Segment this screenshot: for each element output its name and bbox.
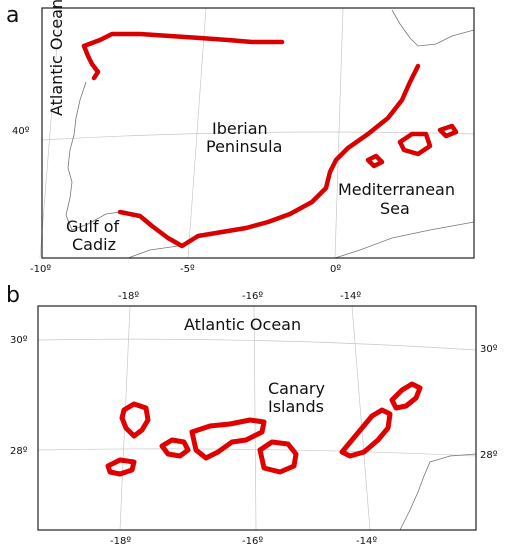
panel-a-coastline: [65, 9, 475, 259]
panel-b-lat-tick-left: 30º: [10, 335, 28, 346]
panel-b-graticule: [37, 305, 477, 531]
panel-b-islands: [105, 381, 423, 477]
panel-b-canary-line1: Canary: [268, 379, 325, 398]
panel-a-gulf-line1: Gulf of: [66, 217, 119, 236]
panel-a-med-line1: Mediterranean: [338, 180, 455, 199]
panel-a-frame: [41, 7, 475, 259]
panel-b-lon-tick-top: -14º: [340, 291, 361, 302]
panel-b-lon-tick-top: -16º: [242, 291, 263, 302]
panel-a-lat-tick: 40º: [12, 126, 30, 137]
panel-b-lon-tick-bottom: -14º: [356, 536, 377, 547]
panel-b-coastline: [399, 453, 477, 531]
panel-a-iberian-line2: Peninsula: [206, 137, 282, 156]
panel-a-highlighted-coast: [81, 31, 459, 249]
panel-b-atlantic-label: Atlantic Ocean: [184, 315, 301, 334]
panel-a-iberian-line1: Iberian: [212, 119, 268, 138]
panel-a-atlantic-label: Atlantic Ocean: [47, 0, 66, 116]
panel-a-gulf-line2: Cadiz: [72, 235, 116, 254]
panel-b-canary-line2: Islands: [268, 397, 324, 416]
panel-a-lon-tick: -10º: [30, 264, 51, 275]
panel-b-lat-tick-left: 28º: [10, 446, 28, 457]
panel-b-lon-tick-top: -18º: [118, 291, 139, 302]
panel-b-lon-tick-bottom: -16º: [242, 536, 263, 547]
panel-b-frame: [37, 305, 477, 531]
panel-a-label: a: [6, 3, 19, 28]
panel-b-label: b: [6, 283, 20, 308]
panel-a-lon-tick: 0º: [330, 264, 341, 275]
panel-a-med-line2: Sea: [380, 199, 410, 218]
panel-a-lon-tick: -5º: [180, 264, 195, 275]
panel-b-lat-tick-right: 30º: [480, 344, 498, 355]
panel-b-lon-tick-bottom: -18º: [110, 536, 131, 547]
panel-b-lat-tick-right: 28º: [480, 450, 498, 461]
